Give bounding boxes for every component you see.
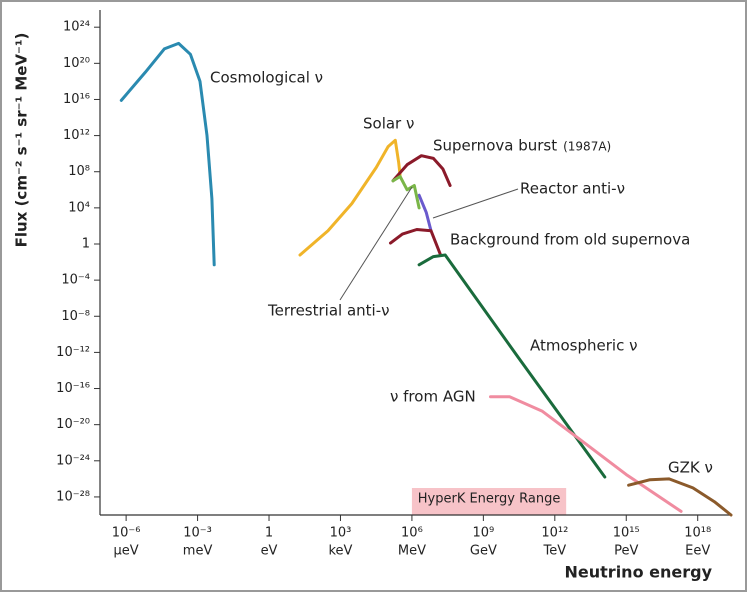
- series-line: [391, 154, 452, 187]
- y-tick-label: 10¹⁶: [63, 92, 90, 107]
- x-tick-unit: TeV: [542, 544, 566, 559]
- series-line: [627, 477, 733, 517]
- series-label: Cosmological ν: [210, 69, 323, 87]
- y-tick-label: 1: [82, 236, 90, 251]
- highlight-band: [411, 488, 567, 515]
- y-tick-label: 10¹²: [63, 128, 90, 143]
- leader-line: [339, 186, 413, 301]
- series-label: Terrestrial anti-ν: [267, 302, 390, 320]
- y-tick-label: 10²⁴: [63, 20, 90, 35]
- series-label: Reactor anti-ν: [520, 180, 625, 198]
- y-tick-label: 10²⁰: [63, 56, 90, 71]
- series-line: [119, 41, 216, 267]
- x-tick-unit: μeV: [114, 544, 139, 559]
- x-tick-label: 10⁻⁶: [112, 526, 141, 541]
- x-tick-unit: GeV: [470, 544, 497, 559]
- x-tick-label: 10⁹: [472, 526, 494, 541]
- series-note: (1987A): [563, 140, 611, 154]
- x-tick-unit: MeV: [398, 544, 426, 559]
- x-tick-label: 1: [265, 526, 273, 541]
- series-label: Atmospheric ν: [530, 337, 637, 355]
- series-label: Solar ν: [363, 115, 414, 133]
- x-tick-unit: eV: [261, 544, 278, 559]
- x-tick-label: 10⁻³: [183, 526, 212, 541]
- y-axis-label: Flux (cm⁻² s⁻¹ sr⁻¹ MeV⁻¹): [13, 33, 31, 248]
- y-tick-label: 10⁴: [68, 200, 90, 215]
- y-tick-label: 10⁻¹²: [56, 345, 90, 360]
- y-tick-label: 10⁻²⁸: [56, 489, 90, 504]
- x-tick-unit: EeV: [685, 544, 710, 559]
- series-label: Supernova burst: [433, 137, 557, 155]
- y-tick-label: 10⁻²⁴: [56, 453, 90, 468]
- x-tick-label: 10¹⁵: [613, 526, 640, 541]
- x-tick-unit: meV: [183, 544, 213, 559]
- x-tick-label: 10⁶: [401, 526, 423, 541]
- x-tick-label: 10¹²: [541, 526, 568, 541]
- x-tick-label: 10¹⁸: [684, 526, 711, 541]
- x-axis-label: Neutrino energy: [565, 563, 713, 582]
- highlight-label: HyperK Energy Range: [418, 492, 561, 507]
- series-line: [417, 193, 433, 233]
- series-line: [391, 175, 421, 210]
- y-tick-label: 10⁻¹⁶: [56, 381, 90, 396]
- x-tick-label: 10³: [330, 526, 352, 541]
- leader-line: [432, 188, 519, 219]
- series-line: [298, 138, 402, 257]
- series-line: [389, 228, 443, 257]
- series-line: [489, 395, 683, 513]
- x-tick-unit: PeV: [614, 544, 638, 559]
- series-label: Background from old supernova: [450, 231, 690, 249]
- series-label: GZK ν: [668, 459, 713, 477]
- y-tick-label: 10⁸: [68, 164, 90, 179]
- series-label: ν from AGN: [390, 388, 476, 406]
- series-line: [417, 253, 607, 479]
- x-tick-unit: keV: [328, 544, 352, 559]
- y-tick-label: 10⁻²⁰: [56, 417, 90, 432]
- y-tick-label: 10⁻⁴: [61, 273, 90, 288]
- y-tick-label: 10⁻⁸: [61, 309, 90, 324]
